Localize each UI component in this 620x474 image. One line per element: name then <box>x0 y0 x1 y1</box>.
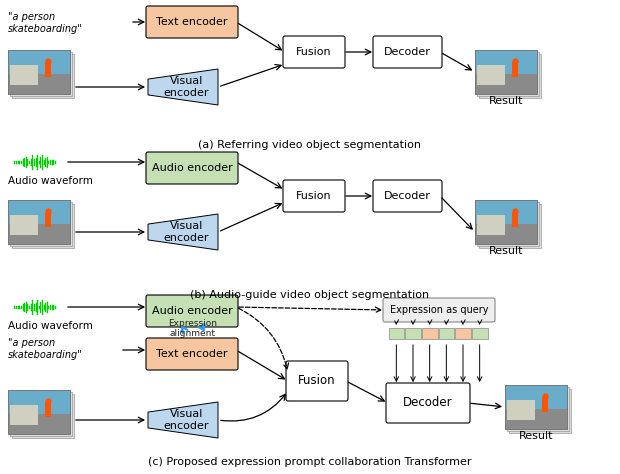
FancyBboxPatch shape <box>373 36 442 68</box>
Text: (b) Audio-guide video object segmentation: (b) Audio-guide video object segmentatio… <box>190 290 430 300</box>
Text: Visual
encoder: Visual encoder <box>164 76 210 98</box>
Text: (a) Referring video object segmentation: (a) Referring video object segmentation <box>198 140 422 150</box>
Bar <box>10 215 38 235</box>
Polygon shape <box>148 69 218 105</box>
Bar <box>8 390 70 414</box>
Bar <box>542 397 549 412</box>
Bar <box>45 212 51 227</box>
Text: "a person
skateboarding": "a person skateboarding" <box>8 338 82 360</box>
FancyBboxPatch shape <box>146 295 238 327</box>
Text: Audio encoder: Audio encoder <box>152 306 232 316</box>
Bar <box>8 224 70 244</box>
FancyBboxPatch shape <box>386 383 470 423</box>
Bar <box>512 62 518 77</box>
Text: Result: Result <box>489 246 523 256</box>
Bar <box>8 390 70 434</box>
Bar <box>477 202 539 246</box>
Polygon shape <box>148 402 218 438</box>
Bar <box>10 65 38 85</box>
Bar <box>508 389 570 433</box>
Text: Fusion: Fusion <box>298 374 336 388</box>
Text: Fusion: Fusion <box>296 191 332 201</box>
Bar <box>477 52 539 96</box>
FancyBboxPatch shape <box>405 328 421 338</box>
Text: Decoder: Decoder <box>384 47 431 57</box>
Text: Text encoder: Text encoder <box>156 349 228 359</box>
Polygon shape <box>148 214 218 250</box>
FancyBboxPatch shape <box>438 328 454 338</box>
Bar <box>507 401 535 420</box>
Bar <box>475 50 537 74</box>
Bar <box>8 74 70 94</box>
FancyBboxPatch shape <box>283 180 345 212</box>
Bar <box>477 215 505 235</box>
Text: Audio waveform: Audio waveform <box>8 321 93 331</box>
Text: Result: Result <box>489 96 523 106</box>
Text: Text encoder: Text encoder <box>156 17 228 27</box>
FancyBboxPatch shape <box>146 152 238 184</box>
Bar <box>8 200 70 244</box>
Bar <box>475 224 537 244</box>
FancyBboxPatch shape <box>373 180 442 212</box>
Bar <box>10 392 72 436</box>
Text: Fusion: Fusion <box>296 47 332 57</box>
Text: Audio waveform: Audio waveform <box>8 176 93 186</box>
Text: Decoder: Decoder <box>384 191 431 201</box>
Bar <box>475 200 537 244</box>
FancyBboxPatch shape <box>283 36 345 68</box>
Bar <box>10 202 72 246</box>
Bar <box>8 50 70 94</box>
Bar <box>505 409 567 429</box>
FancyBboxPatch shape <box>383 298 495 322</box>
Bar <box>45 402 51 417</box>
Bar <box>507 387 569 431</box>
Bar <box>505 385 567 409</box>
Bar <box>12 204 74 247</box>
Bar <box>475 200 537 224</box>
FancyBboxPatch shape <box>455 328 471 338</box>
Bar <box>8 390 70 434</box>
Text: "a person
skateboarding": "a person skateboarding" <box>8 12 82 34</box>
Text: Decoder: Decoder <box>403 396 453 410</box>
Bar <box>475 50 537 94</box>
FancyBboxPatch shape <box>389 328 404 338</box>
Bar <box>12 393 74 438</box>
Bar <box>505 385 567 429</box>
Bar <box>505 385 567 429</box>
Bar <box>8 50 70 74</box>
Bar <box>45 62 51 77</box>
Bar <box>10 52 72 96</box>
Bar <box>12 54 74 98</box>
Text: (c) Proposed expression prompt collaboration Transformer: (c) Proposed expression prompt collabora… <box>148 457 472 467</box>
Bar <box>475 200 537 244</box>
FancyBboxPatch shape <box>146 6 238 38</box>
Text: Visual
encoder: Visual encoder <box>164 409 210 431</box>
Text: Visual
encoder: Visual encoder <box>164 221 210 243</box>
FancyBboxPatch shape <box>146 338 238 370</box>
Bar <box>512 212 518 227</box>
FancyBboxPatch shape <box>422 328 438 338</box>
Bar <box>8 200 70 224</box>
Text: Expression
alignment: Expression alignment <box>169 319 218 338</box>
Bar <box>477 65 505 85</box>
Bar <box>8 414 70 434</box>
Text: Expression as query: Expression as query <box>390 305 489 315</box>
Bar <box>10 405 38 425</box>
Bar <box>475 50 537 94</box>
Text: Result: Result <box>519 431 553 441</box>
FancyBboxPatch shape <box>472 328 487 338</box>
Bar <box>475 74 537 94</box>
Bar <box>8 200 70 244</box>
Text: Audio encoder: Audio encoder <box>152 163 232 173</box>
Bar <box>479 54 541 98</box>
FancyBboxPatch shape <box>286 361 348 401</box>
Bar <box>8 50 70 94</box>
Bar <box>479 204 541 247</box>
